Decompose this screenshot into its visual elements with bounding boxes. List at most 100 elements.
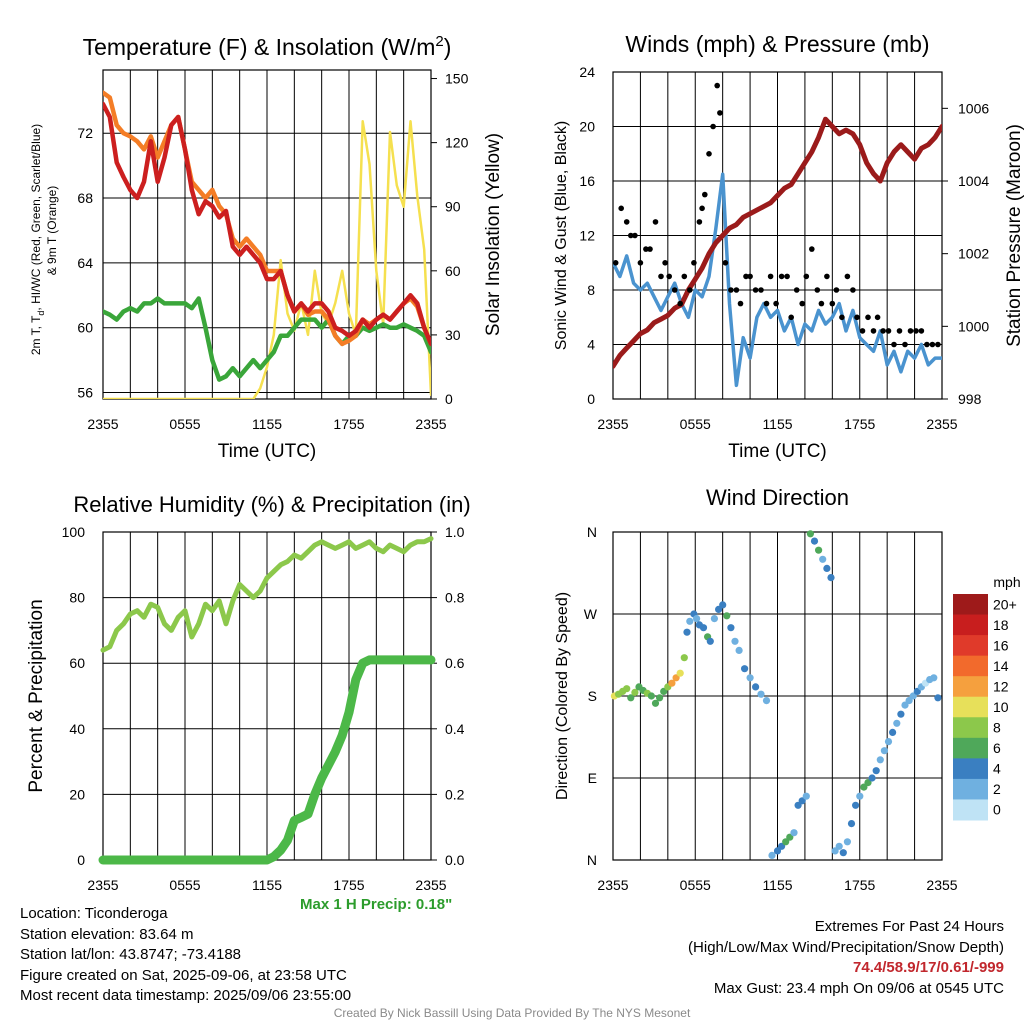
series-precipitation [98,655,436,865]
direction-point [706,637,714,645]
series-2m-t [103,101,431,347]
series-solar-insolation [103,120,431,399]
x-axis-label: Time (UTC) [728,441,827,462]
y2-tick-label: 1002 [958,246,989,262]
x-tick-label: 1155 [762,416,792,432]
gust-point [880,328,886,334]
series-2m-td [103,296,431,382]
colorbar-swatch [953,717,988,739]
y-tick-label: E [588,770,597,786]
direction-point [893,719,901,727]
gust-point [647,246,653,252]
direction-point [815,546,823,554]
colorbar-swatch [953,758,988,780]
x-tick-label: 1155 [252,877,282,893]
direction-point [823,564,831,573]
x-tick-label: 1755 [844,877,875,893]
direction-point [790,829,798,837]
direction-point [864,779,872,787]
direction-point [868,774,876,782]
gust-point [737,300,744,307]
gust-point [752,287,759,293]
colorbar-label: 4 [993,761,1001,777]
direction-point [719,601,727,609]
gust-point [870,328,877,334]
direction-point [909,692,917,700]
gust-point [818,300,825,307]
x-tick-label: 2355 [926,416,957,432]
gust-point [907,328,914,334]
y-tick-label: 100 [62,524,86,540]
y2-tick-label: 30 [445,327,461,343]
x-tick-label: 2355 [597,877,628,893]
chart-title: Temperature (F) & Insolation (W/m2) [83,33,452,60]
gust-point [652,219,659,225]
direction-point [693,615,701,623]
gust-point [793,287,800,293]
y2-tick-label: 1006 [958,100,989,116]
gust-point [681,273,688,280]
y-tick-label: 64 [77,255,93,271]
gust-point [643,246,649,252]
direction-point [699,624,708,632]
gust-point [714,82,720,89]
y-tick-label: 80 [69,590,85,606]
x-tick-label: 2355 [415,416,446,432]
y-tick-label: S [588,688,597,704]
y-tick-label: 16 [579,173,595,189]
gust-point [632,232,638,239]
direction-point [683,628,691,636]
gust-point [717,110,723,116]
winds-chart: Winds (mph) & Pressure (mb) 2355 0555 1155 1… [553,31,1024,462]
series-sonic-wind [613,172,942,388]
gust-point [666,273,672,280]
gust-point [850,287,856,293]
gust-point [671,287,678,293]
y2-tick-label: 0.8 [445,590,465,606]
colorbar-swatch [953,635,988,657]
direction-point [798,797,806,805]
colorbar-swatch [953,594,988,616]
gust-point [874,314,881,321]
gust-point [612,260,619,266]
y-tick-label: N [587,524,597,540]
gust-point [687,287,693,293]
series-pressure [613,116,942,369]
temperature-chart: Temperature (F) & Insolation (W/m2) 2355 0… [29,33,504,462]
direction-point [872,767,880,775]
x-tick-label: 0555 [680,416,711,432]
direction-point [627,694,635,702]
gust-point [722,260,729,266]
direction-point [746,674,754,682]
x-tick-label: 2355 [87,877,118,893]
direction-point [672,674,680,682]
colorbar-label: 16 [993,637,1009,653]
chart-title: Wind Direction [706,485,849,510]
latlon-text: Station lat/lon: 43.8747; -73.4188 [20,946,242,963]
gust-point [896,328,903,334]
recent-text: Most recent data timestamp: 2025/09/06 2… [20,987,352,1004]
y2-tick-label: 120 [445,135,469,151]
x-axis-label: Time (UTC) [218,441,317,462]
gust-point [918,328,925,334]
gust-point [788,314,794,321]
y-tick-label: 12 [579,228,595,244]
gust-point [628,232,634,239]
plot-frame [102,69,432,400]
y2-tick-label: 0 [445,391,453,407]
gust-point [833,287,840,293]
x-tick-label: 0555 [680,877,711,893]
y-axis-label: Sonic Wind & Gust (Blue, Black) [553,121,570,350]
gust-point [839,314,845,321]
y2-axis-label: Station Pressure (Maroon) [1004,124,1024,347]
y-axis-label-tail: , HI/WC (Red, Green, Scarlet/Blue) [29,124,43,311]
gust-point [913,328,919,334]
direction-point [727,624,735,632]
y2-tick-label: 1000 [958,318,989,334]
colorbar-label: 12 [993,678,1009,694]
direction-point [831,847,839,855]
colorbar-label: 6 [993,740,1001,756]
direction-point [680,654,688,662]
gust-point [803,273,810,280]
